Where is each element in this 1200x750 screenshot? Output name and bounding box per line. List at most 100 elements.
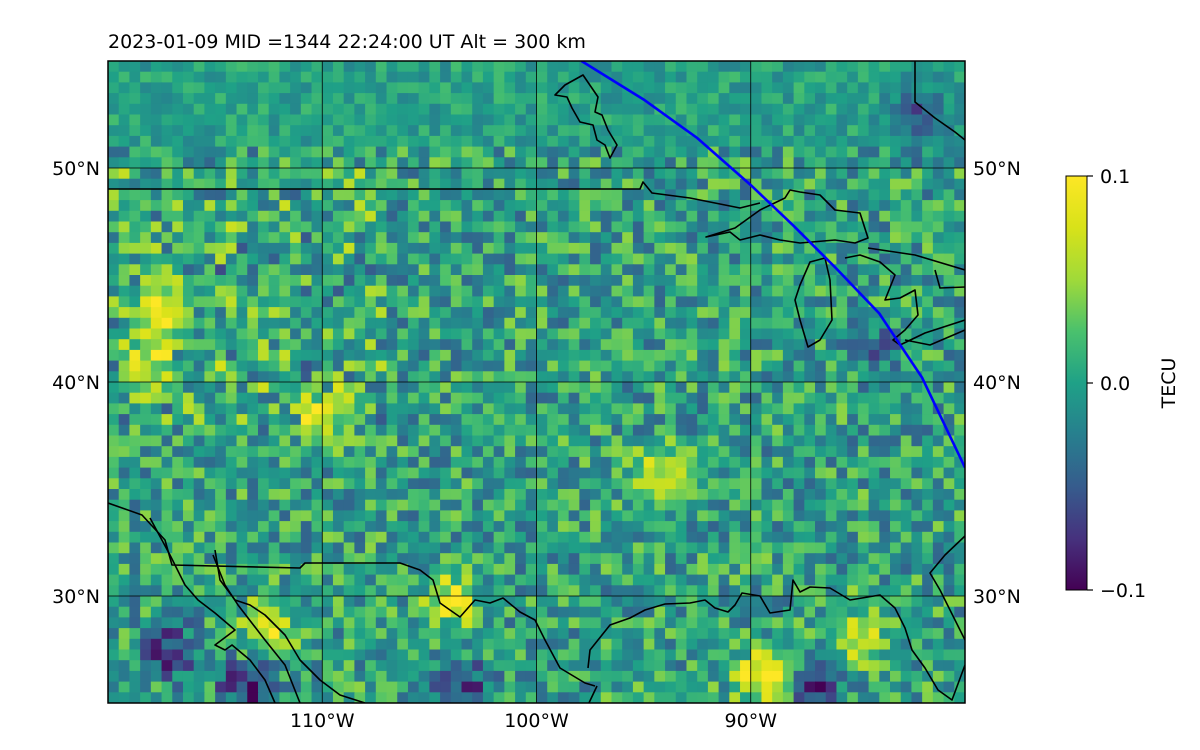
heatmap-cell [568, 392, 580, 404]
heatmap-cell [482, 61, 495, 73]
heatmap-cell [493, 628, 505, 640]
heatmap-cell [879, 275, 891, 287]
heatmap-cell [622, 178, 634, 190]
heatmap-cell [247, 296, 259, 308]
heatmap-cell [954, 542, 965, 554]
heatmap-cell [654, 103, 666, 116]
heatmap-cell [482, 210, 495, 223]
heatmap-cell [525, 681, 538, 693]
heatmap-cell [204, 242, 216, 255]
heatmap-cell [632, 563, 645, 576]
heatmap-cell [472, 617, 484, 629]
heatmap-cell [900, 360, 913, 372]
heatmap-cell [407, 168, 420, 180]
heatmap-cell [268, 71, 280, 83]
heatmap-cell [718, 489, 730, 501]
heatmap-cell [279, 82, 291, 94]
heatmap-cell [268, 146, 280, 158]
heatmap-cell [729, 93, 741, 105]
heatmap-cell [825, 596, 838, 608]
heatmap-cell [386, 521, 398, 533]
heatmap-cell [311, 285, 323, 297]
heatmap-cell [257, 264, 270, 276]
heatmap-cell [225, 660, 238, 672]
heatmap-cell [257, 414, 270, 426]
heatmap-cell [729, 382, 741, 394]
heatmap-cell [440, 307, 452, 319]
heatmap-cell [140, 499, 152, 511]
heatmap-cell [568, 93, 580, 105]
heatmap-cell [461, 435, 473, 447]
heatmap-cell [482, 424, 495, 437]
heatmap-cell [932, 61, 945, 73]
heatmap-cell [761, 221, 773, 233]
heatmap-cell [354, 456, 366, 469]
heatmap-cell [472, 670, 484, 683]
heatmap-cell [761, 670, 773, 683]
heatmap-cell [718, 71, 730, 83]
heatmap-cell [129, 563, 141, 576]
heatmap-cell [954, 317, 965, 330]
heatmap-cell [954, 296, 965, 308]
heatmap-cell [482, 125, 495, 137]
heatmap-cell [504, 168, 516, 180]
heatmap-cell [729, 146, 741, 158]
heatmap-cell [857, 446, 870, 458]
heatmap-cell [440, 317, 452, 330]
heatmap-cell [247, 446, 259, 458]
heatmap-cell [815, 135, 827, 148]
heatmap-cell [440, 521, 452, 533]
heatmap-cell [140, 403, 152, 415]
heatmap-cell [590, 446, 602, 458]
heatmap-cell [932, 285, 945, 297]
heatmap-cell [418, 435, 430, 447]
heatmap-cell [118, 253, 131, 265]
heatmap-cell [108, 617, 120, 629]
heatmap-cell [418, 467, 430, 479]
heatmap-cell [868, 585, 880, 597]
heatmap-cell [697, 360, 709, 372]
heatmap-cell [440, 435, 452, 447]
heatmap-cell [890, 606, 902, 618]
heatmap-cell [525, 264, 538, 276]
heatmap-cell [429, 328, 441, 340]
heatmap-cell [215, 403, 227, 415]
heatmap-cell [590, 275, 602, 287]
heatmap-cell [440, 585, 452, 597]
heatmap-cell [847, 232, 859, 244]
heatmap-cell [407, 435, 420, 447]
heatmap-cell [440, 628, 452, 640]
heatmap-cell [108, 157, 120, 169]
heatmap-cell [279, 499, 291, 511]
heatmap-cell [750, 114, 763, 126]
heatmap-cell [547, 553, 559, 565]
heatmap-cell [750, 670, 763, 683]
heatmap-cell [900, 574, 913, 586]
heatmap-cell [407, 499, 420, 511]
heatmap-cell [879, 638, 891, 651]
heatmap-cell [857, 157, 870, 169]
heatmap-cell [911, 349, 923, 362]
heatmap-cell [729, 296, 741, 308]
heatmap-cell [943, 371, 955, 383]
heatmap-cell [815, 585, 827, 597]
heatmap-cell [482, 681, 495, 693]
heatmap-cell [707, 93, 720, 105]
heatmap-cell [332, 521, 345, 533]
heatmap-cell [472, 93, 484, 105]
heatmap-cell [407, 424, 420, 437]
heatmap-cell [247, 157, 259, 169]
heatmap-cell [740, 221, 752, 233]
heatmap-cell [504, 93, 516, 105]
heatmap-cell [397, 275, 409, 287]
heatmap-cell [718, 606, 730, 618]
heatmap-cell [236, 617, 248, 629]
heatmap-cell [493, 200, 505, 212]
heatmap-cell [118, 82, 131, 94]
heatmap-cell [161, 649, 173, 661]
heatmap-cell [375, 168, 388, 180]
heatmap-cell [932, 521, 945, 533]
heatmap-cell [836, 82, 848, 94]
heatmap-cell [365, 189, 377, 201]
heatmap-cell [868, 692, 880, 703]
